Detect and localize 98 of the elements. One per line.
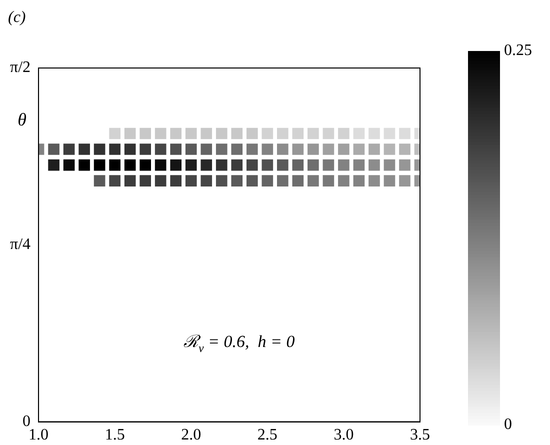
point	[338, 175, 350, 186]
point	[124, 128, 136, 140]
point	[154, 128, 166, 140]
point	[262, 159, 274, 171]
point	[48, 144, 60, 155]
point	[384, 159, 396, 171]
point	[246, 159, 258, 171]
point	[94, 159, 106, 171]
point	[170, 159, 182, 171]
point	[308, 159, 319, 171]
point	[231, 144, 243, 155]
point	[277, 175, 288, 186]
point	[292, 144, 304, 155]
point	[140, 175, 151, 186]
point	[353, 128, 365, 140]
point	[368, 175, 380, 186]
point	[109, 159, 120, 171]
point	[140, 128, 151, 140]
point	[262, 144, 274, 155]
point	[262, 175, 274, 186]
point	[140, 159, 151, 171]
point	[246, 144, 258, 155]
point	[353, 175, 365, 186]
point	[399, 144, 410, 155]
x-tick-label: 1.0	[28, 426, 49, 444]
point	[368, 128, 380, 140]
color-bar-label: 0	[504, 416, 512, 434]
point	[78, 144, 90, 155]
x-tick-label: 1.5	[104, 426, 125, 444]
y-tick-label: 0	[22, 413, 31, 430]
point	[322, 144, 334, 155]
point	[154, 159, 166, 171]
point	[399, 128, 410, 140]
point	[185, 159, 197, 171]
point	[216, 175, 228, 186]
x-tick-label: 2.0	[181, 426, 202, 444]
color-bar-label: 0.25	[504, 42, 532, 60]
point	[368, 144, 380, 155]
point	[200, 144, 212, 155]
point	[94, 175, 106, 186]
point	[338, 128, 350, 140]
point	[308, 175, 319, 186]
point	[322, 175, 334, 186]
point	[200, 159, 212, 171]
point	[292, 128, 304, 140]
point	[292, 159, 304, 171]
point	[308, 144, 319, 155]
point	[154, 175, 166, 186]
point	[48, 159, 60, 171]
point	[200, 128, 212, 140]
point	[353, 159, 365, 171]
point	[384, 144, 396, 155]
point	[154, 144, 166, 155]
point	[231, 128, 243, 140]
point	[262, 128, 274, 140]
point	[338, 159, 350, 171]
chart-title: (c)	[8, 9, 26, 26]
point	[185, 128, 197, 140]
point	[384, 128, 396, 140]
x-tick-label: 2.5	[257, 426, 278, 444]
point	[170, 144, 182, 155]
point	[170, 175, 182, 186]
point	[384, 175, 396, 186]
point	[124, 144, 136, 155]
point	[200, 175, 212, 186]
point	[322, 128, 334, 140]
point	[170, 128, 182, 140]
point	[277, 144, 288, 155]
y-tick-label: π/4	[10, 236, 31, 254]
point	[338, 144, 350, 155]
point	[185, 144, 197, 155]
point	[216, 144, 228, 155]
y-tick-label: π/2	[10, 59, 31, 76]
point	[292, 175, 304, 186]
point	[368, 159, 380, 171]
point	[399, 175, 410, 186]
point	[277, 128, 288, 140]
point	[353, 144, 365, 155]
point	[124, 175, 136, 186]
point	[322, 159, 334, 171]
point	[399, 159, 410, 171]
point	[124, 159, 136, 171]
x-tick-label: 3.0	[334, 426, 354, 444]
point	[246, 128, 258, 140]
point	[246, 175, 258, 186]
point	[94, 144, 106, 155]
point	[216, 128, 228, 140]
point	[78, 159, 90, 171]
y-axis-title: θ	[18, 110, 27, 130]
point	[185, 175, 197, 186]
point	[109, 144, 120, 155]
point	[109, 128, 120, 140]
point	[231, 175, 243, 186]
point	[277, 159, 288, 171]
point	[308, 128, 319, 140]
x-tick-label: 3.5	[410, 426, 430, 444]
point	[109, 175, 120, 186]
point	[63, 159, 75, 171]
